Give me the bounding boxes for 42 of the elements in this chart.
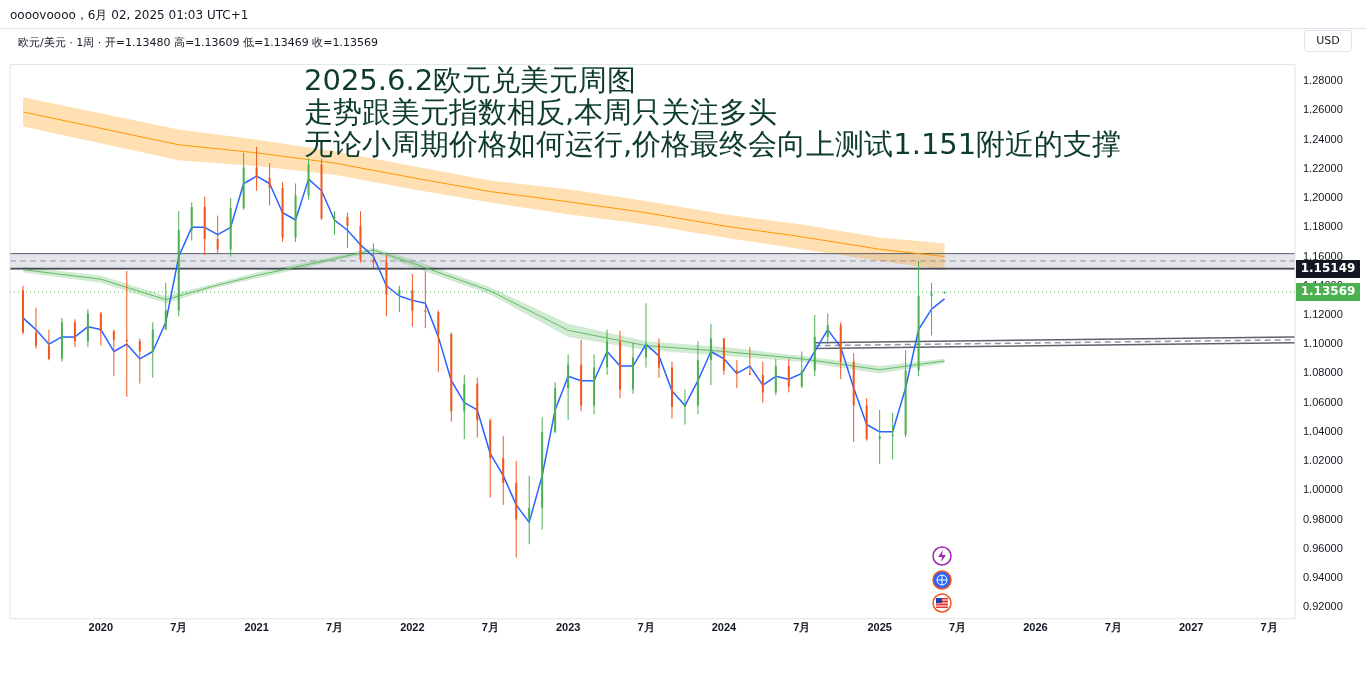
x-tick-label: 2024: [711, 621, 737, 634]
y-tick-label: 1.00000: [1303, 483, 1343, 496]
y-tick-label: 0.98000: [1303, 512, 1343, 525]
y-tick-label: 0.92000: [1303, 600, 1343, 613]
y-tick-label: 1.16000: [1303, 249, 1343, 262]
y-tick-label: 1.22000: [1303, 161, 1343, 174]
text: oooovoooo，6月 02, 2025 01:03 UTC+1: [10, 7, 249, 24]
text: USD: [1304, 30, 1352, 52]
y-tick-label: 1.20000: [1303, 191, 1343, 204]
ref-line-label: 1.15149: [1300, 261, 1356, 276]
x-tick-label: 7月: [170, 621, 188, 634]
y-tick-label: 1.04000: [1303, 424, 1343, 437]
x-tick-label: 2025: [867, 621, 892, 634]
x-tick-label: 2020: [88, 621, 114, 634]
x-tick-label: 2021: [244, 621, 269, 634]
y-tick-label: 1.12000: [1303, 308, 1343, 320]
ref-line-label: 1.13569: [1300, 284, 1356, 299]
x-tick-label: 7月: [325, 621, 344, 634]
annotation: 无论小周期价格如何运行,价格最终会向上测试1.151附近的支撑: [304, 127, 1122, 161]
y-tick-label: 1.06000: [1303, 395, 1343, 408]
y-tick-label: 1.08000: [1303, 366, 1343, 379]
y-tick-label: 1.10000: [1303, 337, 1343, 350]
y-tick-label: 1.18000: [1303, 220, 1343, 233]
x-tick-label: 7月: [948, 621, 967, 634]
x-tick-label: 2027: [1178, 621, 1204, 634]
y-tick-label: 1.24000: [1303, 132, 1343, 145]
y-tick-label: 1.26000: [1303, 103, 1343, 116]
x-tick-label: 7月: [1260, 621, 1278, 634]
y-tick-label: 0.96000: [1303, 541, 1343, 554]
y-tick-label: 1.28000: [1303, 74, 1343, 87]
y-tick-label: 0.94000: [1303, 570, 1343, 583]
x-tick-label: 2026: [1023, 621, 1048, 634]
x-tick-label: 7月: [637, 621, 655, 634]
chart-title: 2025.6.2欧元兑美元周图: [304, 63, 638, 97]
x-tick-label: 7月: [481, 621, 499, 634]
y-tick-label: 1.02000: [1303, 454, 1343, 467]
text: 欧元/美元 · 1周 · 开=1.13480 高=1.13609 低=1.13469 收=1.13569: [18, 35, 378, 50]
x-tick-label: 2023: [555, 621, 581, 634]
x-tick-label: 2022: [400, 621, 425, 634]
x-tick-label: 7月: [793, 621, 811, 634]
x-tick-label: 7月: [1104, 621, 1122, 634]
text: 走势跟美元指数相反,本周只关注多头: [304, 95, 779, 129]
